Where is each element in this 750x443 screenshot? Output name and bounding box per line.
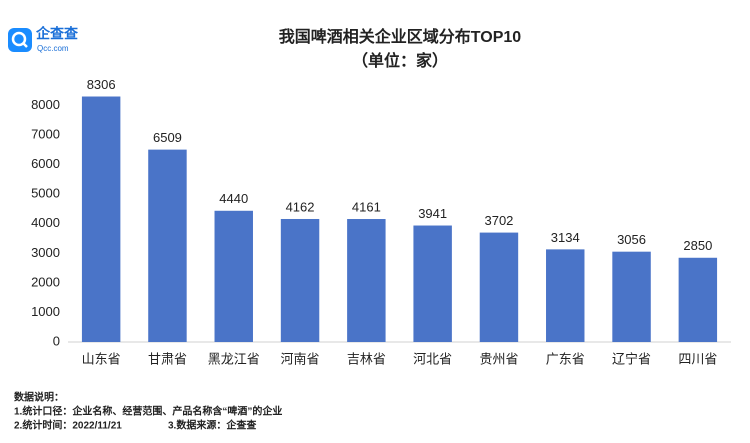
- logo-url: Qcc.com: [37, 44, 69, 53]
- value-label: 6509: [153, 130, 182, 145]
- value-label: 4161: [352, 199, 381, 214]
- x-tick-label: 河南省: [281, 351, 320, 366]
- value-label: 3702: [484, 213, 513, 228]
- y-tick-label: 1000: [31, 304, 60, 319]
- bar: [678, 257, 718, 342]
- y-tick-label: 5000: [31, 186, 60, 201]
- bar: [81, 96, 121, 342]
- chart-title: 我国啤酒相关企业区域分布TOP10: [279, 27, 522, 46]
- bar: [413, 225, 452, 342]
- x-tick-label: 四川省: [678, 351, 717, 366]
- y-tick-label: 6000: [31, 156, 60, 171]
- y-tick-label: 2000: [31, 274, 60, 289]
- bar: [612, 251, 651, 342]
- logo-glyph: [11, 31, 27, 47]
- bar: [148, 149, 187, 342]
- bar: [214, 210, 253, 342]
- bar: [347, 219, 386, 342]
- y-tick-label: 4000: [31, 215, 60, 230]
- y-tick-label: 0: [53, 333, 60, 348]
- value-label: 4162: [286, 199, 315, 214]
- logo: 企查查 Qcc.com: [8, 26, 79, 53]
- x-tick-label: 河北省: [413, 351, 452, 366]
- value-label: 8306: [87, 77, 116, 92]
- x-tick-label: 山东省: [82, 351, 121, 366]
- x-tick-label: 贵州省: [479, 351, 518, 366]
- chart-subtitle: （单位：家）: [352, 51, 448, 70]
- bar: [546, 249, 585, 342]
- value-label: 2850: [683, 238, 712, 253]
- x-tick-label: 甘肃省: [148, 351, 187, 366]
- note: 1.统计口径：企业名称、经营范围、产品名称含“啤酒”的企业: [14, 405, 282, 418]
- logo-glyph: [22, 42, 28, 48]
- y-tick-label: 3000: [31, 245, 60, 260]
- value-label: 4440: [219, 191, 248, 206]
- y-tick-label: 7000: [31, 127, 60, 142]
- note: 3.数据来源：企查查: [168, 419, 257, 432]
- x-tick-label: 辽宁省: [612, 351, 651, 366]
- y-tick-label: 8000: [31, 97, 60, 112]
- x-tick-label: 黑龙江省: [208, 351, 260, 366]
- logo-icon: [8, 28, 32, 52]
- x-tick-label: 广东省: [546, 351, 585, 366]
- note: 数据说明：: [14, 391, 64, 404]
- value-label: 3941: [418, 206, 447, 221]
- note: 2.统计时间：2022/11/21: [14, 419, 122, 432]
- x-tick-label: 吉林省: [347, 351, 386, 366]
- bar: [479, 232, 519, 342]
- value-label: 3134: [551, 230, 580, 245]
- logo-text: 企查查: [35, 26, 79, 42]
- bar: [280, 218, 320, 342]
- value-label: 3056: [617, 232, 646, 247]
